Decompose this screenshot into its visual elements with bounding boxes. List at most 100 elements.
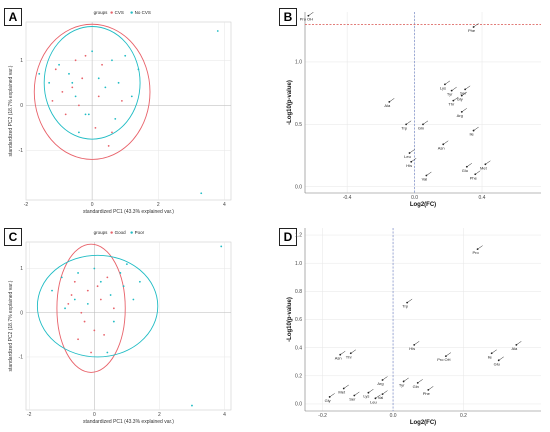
label-tyr: Tyr <box>399 382 405 387</box>
point-cvs <box>97 95 100 98</box>
point-glu <box>465 165 468 168</box>
ellipse-good <box>56 243 126 373</box>
leader-phe <box>428 386 434 391</box>
point-good <box>86 289 89 292</box>
point-good <box>93 329 96 332</box>
x-tick-label: 0.2 <box>460 413 467 419</box>
point-met <box>484 163 487 166</box>
point-poor <box>73 298 76 301</box>
point-good <box>80 311 83 314</box>
point-poor <box>132 298 135 301</box>
label-ala: Ala <box>384 103 391 108</box>
leader-pro-oh <box>308 12 314 16</box>
point-trp <box>405 123 408 126</box>
point-good <box>90 351 92 354</box>
leader-tyr <box>403 377 409 382</box>
point-cvs <box>120 99 123 102</box>
point-cvs <box>78 104 80 107</box>
point-pro-oh <box>307 14 310 17</box>
point-outlier <box>191 404 193 407</box>
legend-entry-poor: Poor <box>135 230 145 235</box>
point-good <box>106 276 109 279</box>
point-good <box>73 280 76 283</box>
point-no-cvs <box>111 59 113 62</box>
point-val <box>425 174 428 177</box>
point-cvs <box>71 86 74 89</box>
point-good <box>99 298 102 301</box>
leader-tyr <box>451 86 457 91</box>
point-gly <box>328 396 331 398</box>
x-tick-label: 0.4 <box>479 195 486 201</box>
point-gln <box>416 381 419 384</box>
point-his <box>410 160 413 163</box>
label-thr: Thr <box>448 102 455 107</box>
label-gln: Gln <box>418 125 424 130</box>
point-good <box>77 338 79 341</box>
panel-a: A -2 0 2 4 -1 0 1 standardized PC1 (43.3% expla… <box>0 0 275 216</box>
x-tick-label: 0 <box>93 412 96 418</box>
point-lys <box>444 83 446 86</box>
label-gly: Gly <box>457 97 463 102</box>
point-no-cvs <box>130 95 133 98</box>
volcano-plot-b: -0.4 0.0 0.4 0.0 0.5 1.0 Log2(FC) -Log10(p-valu… <box>287 12 541 208</box>
point-ile <box>472 129 475 132</box>
leader-glu <box>498 356 504 361</box>
point-poor <box>51 289 53 292</box>
point-no-cvs <box>87 113 90 116</box>
leader-met <box>485 160 491 165</box>
label-trp: Trp <box>402 304 409 309</box>
point-met <box>342 387 345 390</box>
leader-arg <box>461 108 467 113</box>
legend-entry-cvs: CVS <box>115 10 124 15</box>
point-cvs <box>61 90 64 93</box>
leader-his <box>411 158 417 162</box>
label-ser: Ser <box>460 90 467 95</box>
x-tick-label: 2 <box>157 202 160 208</box>
legend-title: groups <box>94 10 109 15</box>
legend-marker-poor <box>130 231 133 234</box>
point-good <box>96 285 99 288</box>
x-tick-label: 2 <box>158 412 161 418</box>
label-ala: Ala <box>511 346 518 351</box>
point-no-cvs <box>38 72 41 75</box>
point-thr <box>349 352 352 355</box>
point-no-cvs <box>78 131 80 134</box>
point-cvs <box>94 126 97 129</box>
y-tick-label: 1.2 <box>295 233 302 239</box>
point-gly <box>460 94 463 97</box>
volcano-plot-d: -0.2 0.0 0.2 0.0 0.2 0.4 0.6 0.8 1.0 1.2 Log2(FC) -… <box>287 228 541 426</box>
y-tick-label: 0.5 <box>295 122 302 128</box>
legend-entry-no-cvs: No CVS <box>135 10 151 15</box>
point-no-cvs <box>104 86 107 89</box>
point-good <box>70 294 73 296</box>
point-leu <box>374 397 377 400</box>
point-good <box>112 307 115 310</box>
label-lys: Lys <box>363 394 369 399</box>
label-arg: Arg <box>377 381 383 386</box>
y-tick-label: 0.4 <box>295 345 302 351</box>
leader-asn <box>340 350 346 355</box>
point-arg <box>460 110 463 113</box>
leader-trp <box>407 298 413 303</box>
label-ile: Ile <box>488 354 493 359</box>
panel-letter-d: D <box>279 228 297 246</box>
point-poor <box>77 272 79 274</box>
point-poor <box>86 302 89 305</box>
leader-trp <box>405 120 412 125</box>
label-asn: Asn <box>438 145 445 150</box>
panel-b: B -0.4 0.0 0.4 0.0 0.5 1.0 Log2(FC) -Log10(p-va… <box>275 0 550 216</box>
label-trp: Trp <box>401 125 408 130</box>
leader-thr <box>453 96 459 101</box>
point-leu <box>408 152 411 154</box>
point-good <box>103 333 105 336</box>
legend-marker-cvs <box>110 11 113 14</box>
panel-d: D -0.2 0.0 0.2 0.0 0.2 0.4 0.6 0.8 1.0 1.2 Log2(FC… <box>275 216 550 432</box>
point-val <box>381 393 384 396</box>
label-phe: Phe <box>468 28 476 33</box>
y-tick-label: -1 <box>19 355 24 361</box>
y-axis-label: standardized PC2 (18.7% explained var.) <box>8 65 14 156</box>
x-axis-label: Log2(FC) <box>410 202 436 208</box>
leader-gly <box>329 393 335 398</box>
label-ser: Ser <box>349 397 356 402</box>
label-ile: Ile <box>469 132 474 137</box>
